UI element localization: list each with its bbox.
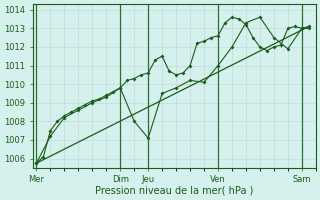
X-axis label: Pression niveau de la mer( hPa ): Pression niveau de la mer( hPa ) (95, 186, 253, 196)
